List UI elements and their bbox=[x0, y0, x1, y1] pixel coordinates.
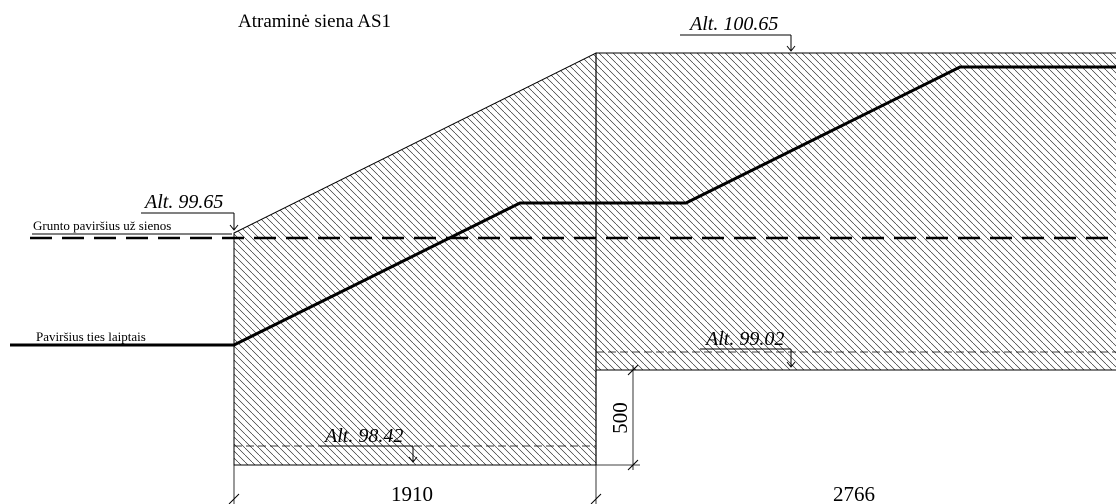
elevation-label-bottom: Alt. 98.42 bbox=[323, 425, 403, 447]
wall-body-left bbox=[233, 52, 597, 466]
elevation-label-left: Alt. 99.65 bbox=[143, 191, 223, 213]
elevation-label-step: Alt. 99.02 bbox=[704, 328, 784, 350]
elevation-marker-step: Alt. 99.02 bbox=[700, 328, 796, 368]
dimension-horizontal: 1910 2766 bbox=[228, 465, 875, 504]
wall-body-right bbox=[595, 52, 1116, 371]
elevation-label-top: Alt. 100.65 bbox=[688, 13, 778, 35]
stairs-annotation-text: Paviršius ties laiptais bbox=[36, 329, 146, 344]
stair-surface-line bbox=[10, 65, 1116, 347]
elevation-marker-bottom: Alt. 98.42 bbox=[320, 425, 418, 463]
dimension-height-step-label: 500 bbox=[608, 402, 632, 434]
elevation-marker-left: Alt. 99.65 bbox=[141, 191, 239, 231]
ground-annotation-text: Grunto paviršius už sienos bbox=[33, 218, 171, 233]
ground-annotation: Grunto paviršius už sienos bbox=[32, 218, 232, 235]
dimension-width-right-label: 2766 bbox=[833, 482, 875, 504]
elevation-marker-top: Alt. 100.65 bbox=[680, 13, 796, 52]
drawing-title: Atraminė siena AS1 bbox=[238, 11, 391, 32]
stairs-annotation: Paviršius ties laiptais bbox=[36, 329, 146, 344]
dimension-height-step: 500 bbox=[596, 364, 640, 471]
dimension-width-left-label: 1910 bbox=[391, 482, 433, 504]
